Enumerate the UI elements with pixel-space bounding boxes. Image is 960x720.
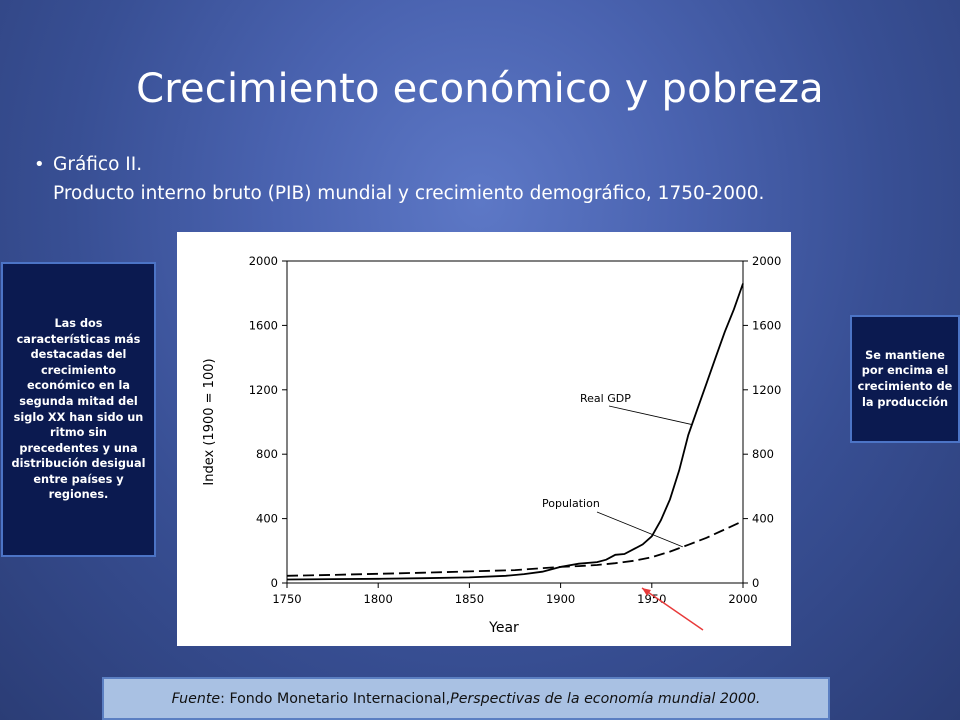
chart-caption-number: Gráfico II.: [53, 154, 143, 175]
x-tick-label: 1750: [272, 592, 301, 606]
chart-panel: 0 400 800 1200 1600 2000 0 400 800 1200 1600 2000 17…: [177, 232, 791, 646]
note-left-text: Las dos características más destacadas d…: [11, 316, 146, 502]
x-axis-label: Year: [488, 620, 519, 636]
y2-tick-label: 2000: [752, 254, 781, 268]
x-tick-label: 1850: [455, 592, 484, 606]
y-tick-label: 800: [256, 447, 278, 461]
bullet-item: • Gráfico II. Producto interno bruto (PI…: [34, 150, 934, 208]
series-real-gdp-line: [286, 283, 744, 581]
y-axis-label: Index (1900 = 100): [202, 358, 217, 485]
source-citation: Fuente: Fondo Monetario Internacional, P…: [102, 677, 830, 720]
annotation-label: Population: [542, 497, 600, 510]
annotation-leader-line: [596, 511, 683, 548]
y2-tick-label: 800: [752, 447, 774, 461]
series-population-line: [286, 520, 744, 577]
note-right-box: Se mantiene por encima el crecimiento de…: [850, 315, 960, 443]
x-tick-label: 1950: [637, 592, 666, 606]
source-publication: Perspectivas de la economía mundial 2000…: [450, 690, 761, 707]
y2-tick-label: 1600: [752, 318, 781, 332]
y-tick-label: 400: [256, 512, 278, 526]
note-right-text: Se mantiene por encima el crecimiento de…: [857, 348, 953, 409]
source-text: : Fondo Monetario Internacional,: [220, 690, 451, 707]
line-chart: 0 400 800 1200 1600 2000 0 400 800 1200 1600 2000 17…: [202, 254, 782, 636]
bullet-text: Gráfico II. Producto interno bruto (PIB)…: [53, 150, 934, 208]
y2-tick-label: 1200: [752, 383, 781, 397]
y-tick-label: 2000: [249, 254, 278, 268]
axes: [286, 260, 744, 584]
chart-caption-title: Producto interno bruto (PIB) mundial y c…: [53, 183, 765, 204]
annotations: Real GDP Population: [542, 392, 693, 548]
x-tick-label: 1800: [364, 592, 393, 606]
source-label: Fuente: [171, 690, 221, 707]
x-tick-label: 2000: [728, 592, 757, 606]
y2-tick-label: 0: [752, 576, 759, 590]
note-left-box: Las dos características más destacadas d…: [1, 262, 156, 557]
slide-title: Crecimiento económico y pobreza: [136, 66, 824, 112]
annotation-leader-line: [608, 405, 693, 425]
y-tick-label: 1600: [249, 318, 278, 332]
series: [286, 283, 744, 581]
highlight-arrow-head-icon: [642, 588, 651, 596]
y-tick-label: 0: [271, 576, 278, 590]
ticks: 0 400 800 1200 1600 2000 0 400 800 1200 1600 2000 17…: [249, 254, 782, 606]
x-tick-label: 1900: [546, 592, 575, 606]
annotation-label: Real GDP: [580, 392, 631, 405]
plot-frame: [286, 260, 744, 584]
y-tick-label: 1200: [249, 383, 278, 397]
highlight-arrow: [641, 587, 704, 631]
bullet-dot-icon: •: [34, 154, 45, 175]
y2-tick-label: 400: [752, 512, 774, 526]
